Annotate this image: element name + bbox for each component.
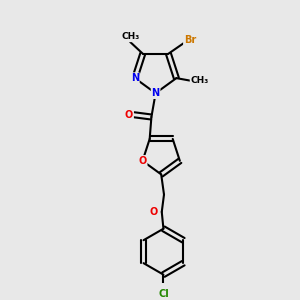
Text: CH₃: CH₃ — [190, 76, 209, 85]
Text: Br: Br — [184, 35, 196, 45]
Text: N: N — [152, 88, 160, 98]
Text: CH₃: CH₃ — [121, 32, 139, 41]
Text: N: N — [131, 73, 139, 83]
Text: O: O — [138, 156, 147, 166]
Text: O: O — [125, 110, 133, 120]
Text: Cl: Cl — [158, 289, 169, 299]
Text: O: O — [150, 207, 158, 217]
